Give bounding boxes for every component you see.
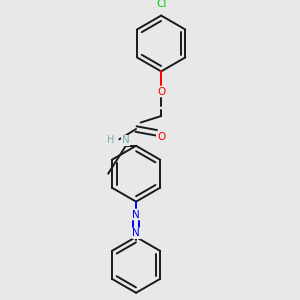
Text: O: O: [157, 131, 165, 142]
Text: O: O: [157, 87, 165, 97]
Text: Cl: Cl: [156, 0, 166, 9]
Text: N: N: [132, 228, 140, 238]
Text: N: N: [122, 135, 130, 145]
Text: H: H: [107, 135, 115, 145]
Text: N: N: [132, 210, 140, 220]
